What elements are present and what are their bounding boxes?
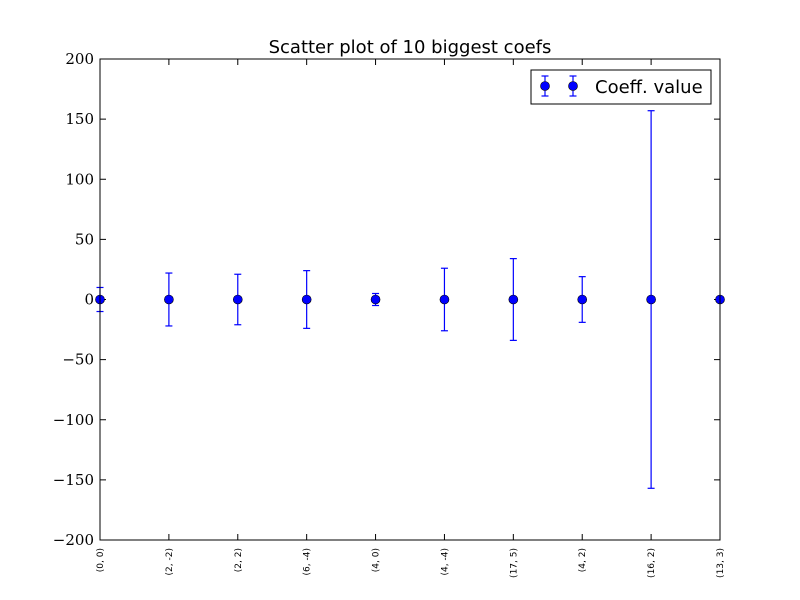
data-point <box>508 294 519 305</box>
data-point <box>577 294 588 305</box>
xtick-label: (6, -4) <box>303 548 313 575</box>
xtick-label: (4, 0) <box>372 548 382 572</box>
ytick-label: 50 <box>75 230 94 248</box>
data-point <box>301 294 312 305</box>
legend-point <box>568 81 578 91</box>
legend-point <box>540 81 550 91</box>
data-point <box>232 294 243 305</box>
ytick-label: −50 <box>62 351 94 369</box>
legend-box <box>530 69 712 105</box>
ytick-label: −150 <box>53 471 94 489</box>
xtick-label: (4, 2) <box>578 548 588 572</box>
ytick-label: 100 <box>65 170 94 188</box>
xtick-label: (16, 2) <box>647 548 657 578</box>
xtick-label: (0, 0) <box>96 548 106 572</box>
plot-area: 200 150 100 50 0 −50 −100 −150 −200(0, 0) (2, -2)… <box>53 50 726 578</box>
legend-label: Coeff. value <box>595 77 703 98</box>
xtick-label: (17, 5) <box>509 548 519 578</box>
ytick-label: 200 <box>65 50 94 68</box>
ytick-label: −200 <box>53 531 94 549</box>
data-point <box>439 294 450 305</box>
xtick-label: (4, -4) <box>440 548 450 575</box>
data-point <box>370 294 381 305</box>
xtick-label: (2, -2) <box>165 548 175 575</box>
xtick-label: (2, 2) <box>234 548 244 572</box>
ytick-label: 150 <box>65 110 94 128</box>
legend: Coeff. value <box>530 69 712 105</box>
ytick-label: 0 <box>84 291 94 309</box>
data-point <box>164 294 174 305</box>
ytick-label: −100 <box>53 411 94 429</box>
chart-title: Scatter plot of 10 biggest coefs <box>269 37 552 58</box>
plot-frame <box>99 58 721 541</box>
data-point <box>646 294 656 305</box>
xtick-label: (13, 3) <box>716 548 726 578</box>
legend-marker <box>540 75 578 97</box>
